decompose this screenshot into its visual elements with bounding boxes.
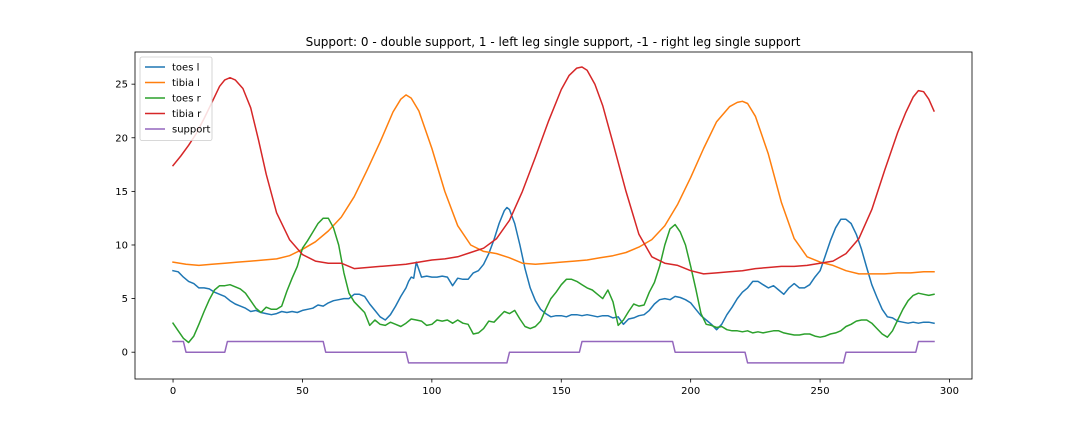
x-tick-label: 250 <box>811 386 830 397</box>
series-line-toes-r <box>171 217 935 344</box>
chart-title: Support: 0 - double support, 1 - left le… <box>306 35 801 49</box>
legend-label: toes r <box>172 94 202 105</box>
y-tick-label: 15 <box>115 187 128 198</box>
legend-label: support <box>172 125 210 136</box>
legend-box <box>139 56 213 141</box>
x-tick-label: 150 <box>552 386 571 397</box>
legend-label: toes l <box>172 63 199 74</box>
series-line-support <box>172 340 935 364</box>
y-tick-label: 0 <box>122 348 128 359</box>
plot-area <box>171 66 935 364</box>
legend-label: tibia l <box>172 78 200 89</box>
x-tick-label: 100 <box>422 386 441 397</box>
y-tick-label: 20 <box>115 133 128 144</box>
legend-label: tibia r <box>172 109 202 120</box>
x-tick-label: 50 <box>296 386 309 397</box>
legend: toes l tibia l toes r tibia r support <box>139 56 213 141</box>
x-tick-label: 0 <box>170 386 176 397</box>
axes-frame <box>134 51 973 380</box>
y-tick-label: 5 <box>122 294 128 305</box>
y-tick-label: 10 <box>115 240 128 251</box>
x-tick-label: 300 <box>940 386 959 397</box>
axes: 0 50 100 150 200 250 300 0 5 10 15 20 25 <box>115 51 973 397</box>
y-tick-label: 25 <box>115 80 128 91</box>
x-tick-label: 200 <box>681 386 700 397</box>
series-line-tibia-r <box>171 66 935 275</box>
series-line-toes-l <box>172 206 935 331</box>
series-line-tibia-l <box>172 94 935 275</box>
